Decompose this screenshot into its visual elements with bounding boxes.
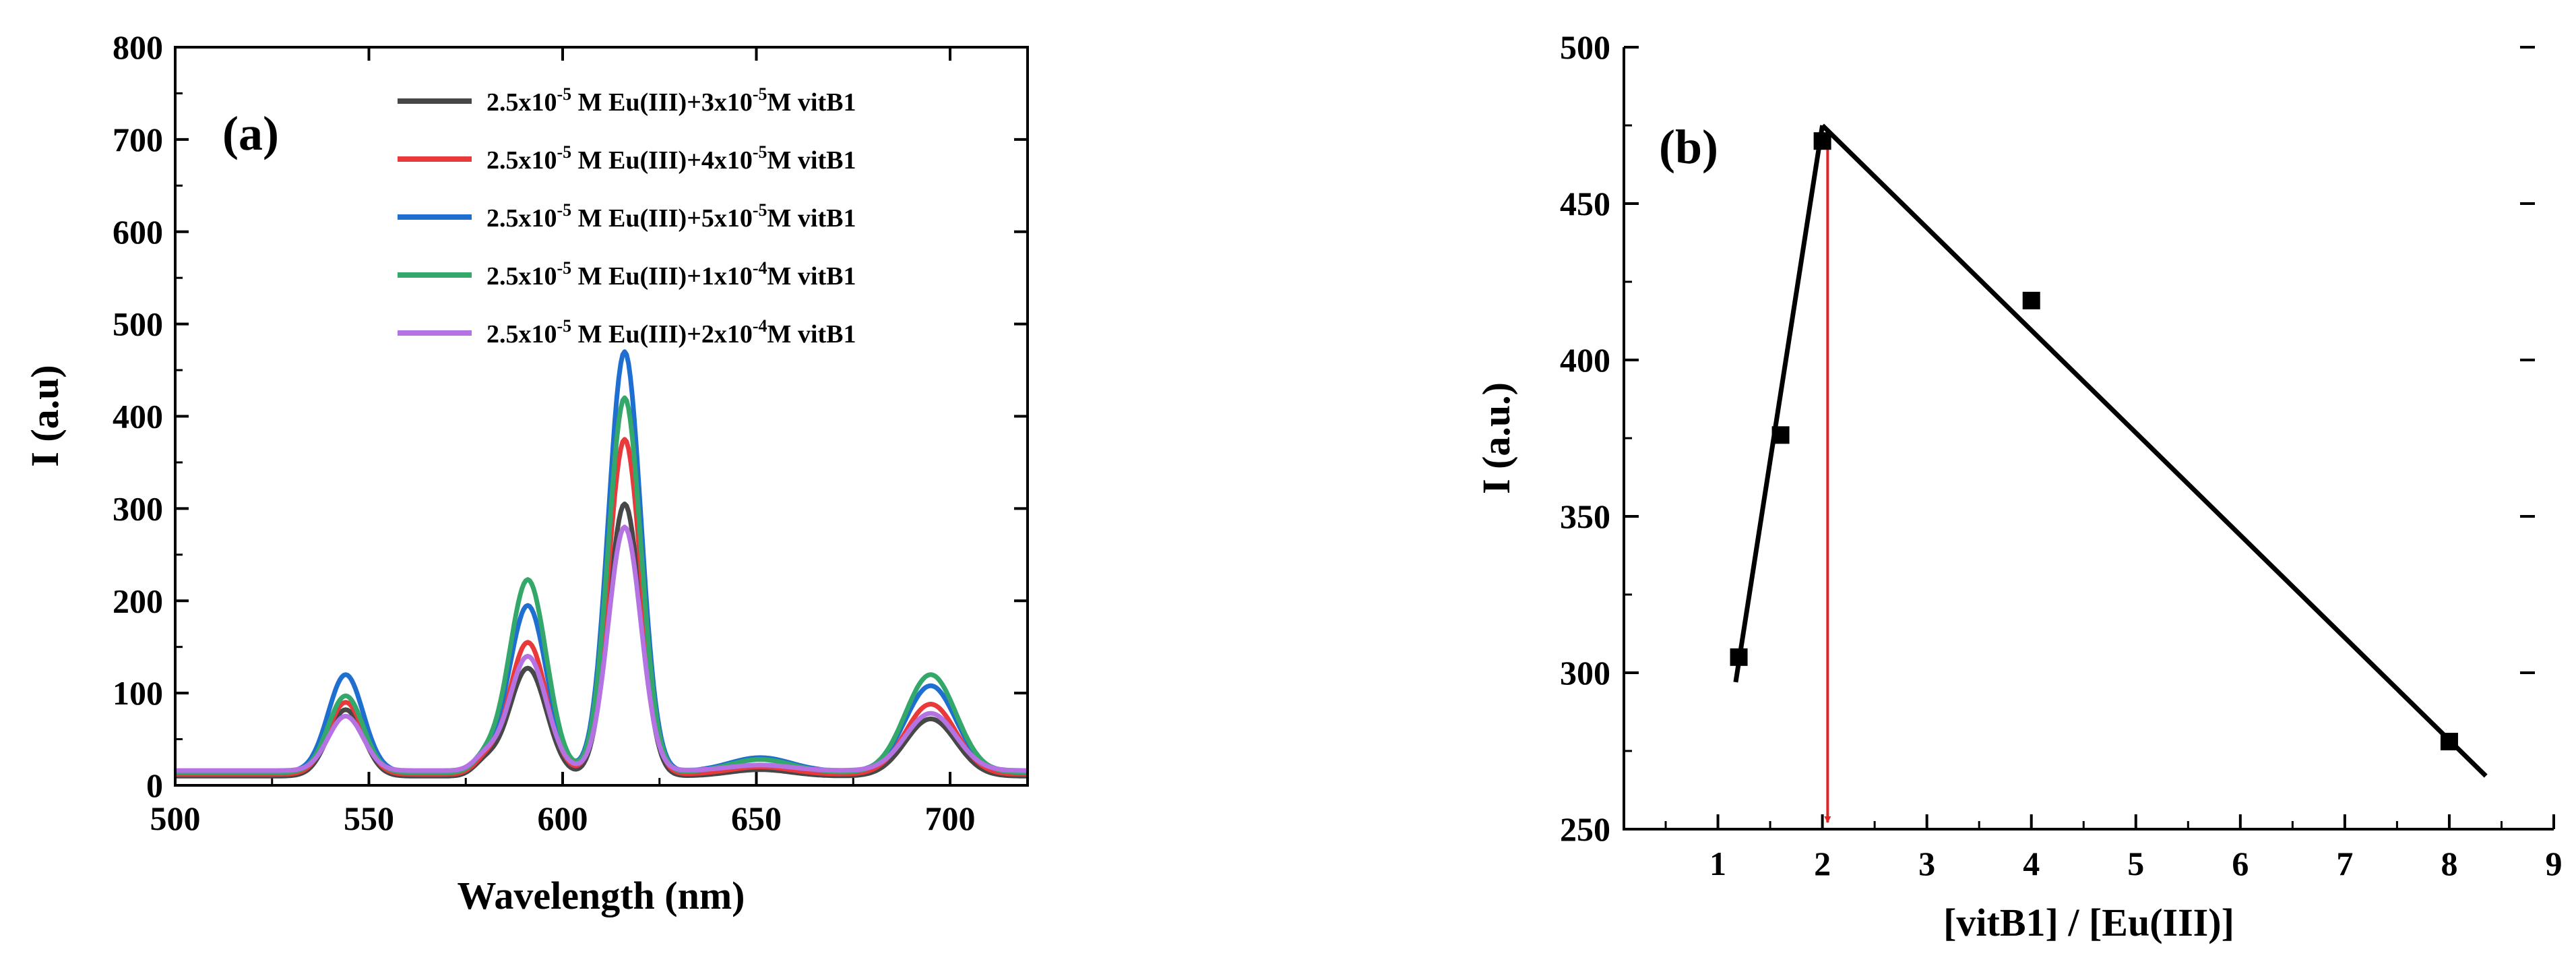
panel-b-x-tick-label: 7 bbox=[2336, 845, 2353, 882]
panel-b-x-tick-label: 2 bbox=[1814, 845, 1831, 882]
panel-b-fit-lines bbox=[1733, 123, 2488, 823]
spectrum-series-4 bbox=[175, 395, 1028, 775]
legend-label-4: 2.5x10-5 M Eu(III)+1x10-4M vitB1 bbox=[486, 258, 856, 291]
panel-b-label: (b) bbox=[1659, 120, 1718, 174]
panel-b-y-tick-label: 400 bbox=[1560, 341, 1610, 379]
panel-a-y-tick-label: 500 bbox=[113, 305, 163, 343]
data-point bbox=[2440, 733, 2458, 751]
panel-a-spectrum-chart: 500 550 600 650 700 0 100 200 300 400 500 600 700 800… bbox=[23, 28, 1029, 917]
panel-a-frame bbox=[174, 46, 1029, 787]
legend-label-part: M vitB1 bbox=[767, 88, 856, 117]
legend-label-part: -4 bbox=[753, 316, 767, 336]
panel-b-y-tick-label: 450 bbox=[1560, 185, 1610, 222]
legend-label-1: 2.5x10-5 M Eu(III)+3x10-5M vitB1 bbox=[486, 84, 856, 117]
legend-label-part: -5 bbox=[557, 84, 572, 104]
panel-a-legend: 2.5x10-5 M Eu(III)+3x10-5M vitB12.5x10-5… bbox=[398, 84, 856, 349]
panel-b-x-axis-title: [vitB1] / [Eu(III)] bbox=[1943, 901, 2234, 944]
panel-a-y-tick-label: 300 bbox=[113, 489, 163, 527]
legend-label-part: M Eu(III)+4x10 bbox=[571, 146, 753, 175]
spectrum-series-5 bbox=[175, 524, 1028, 773]
panel-b-x-tick-label: 4 bbox=[2023, 845, 2040, 882]
data-point bbox=[1771, 426, 1790, 444]
legend-label-part: M vitB1 bbox=[767, 320, 856, 349]
legend-label-5: 2.5x10-5 M Eu(III)+2x10-4M vitB1 bbox=[486, 316, 856, 349]
fit-line-2 bbox=[1821, 123, 2488, 778]
panel-a-y-tick-label: 0 bbox=[146, 766, 163, 804]
legend-label-part: M Eu(III)+3x10 bbox=[571, 88, 753, 117]
legend-label-part: 2.5x10 bbox=[486, 262, 557, 291]
panel-b-frame bbox=[1623, 47, 2554, 831]
legend-label-part: 2.5x10 bbox=[486, 88, 557, 117]
data-point bbox=[1730, 648, 1748, 666]
panel-b-x-tick-label: 3 bbox=[1918, 845, 1935, 882]
panel-a-x-tick-label: 500 bbox=[150, 799, 201, 837]
legend-label-part: 2.5x10 bbox=[486, 204, 557, 233]
legend-label-part: -4 bbox=[753, 258, 767, 278]
legend-label-part: -5 bbox=[557, 258, 572, 278]
legend-label-part: -5 bbox=[557, 142, 572, 162]
panel-b-x-tick-label: 6 bbox=[2232, 845, 2249, 882]
legend-label-part: M vitB1 bbox=[767, 262, 856, 291]
panel-b-y-tick-label: 500 bbox=[1560, 28, 1610, 66]
panel-a-x-axis-title: Wavelength (nm) bbox=[458, 874, 745, 917]
legend-label-part: -5 bbox=[753, 142, 767, 162]
panel-a-label: (a) bbox=[222, 107, 279, 160]
legend-label-part: M vitB1 bbox=[767, 204, 856, 233]
panel-a-y-axis-title: I (a.u) bbox=[23, 365, 67, 466]
legend-label-part: 2.5x10 bbox=[486, 146, 557, 175]
panel-a-x-tick-label: 550 bbox=[344, 799, 394, 837]
fit-line-1 bbox=[1733, 125, 1825, 683]
legend-label-3: 2.5x10-5 M Eu(III)+5x10-5M vitB1 bbox=[486, 200, 856, 233]
legend-label-part: M Eu(III)+1x10 bbox=[571, 262, 753, 291]
panel-a-y-tick-label: 100 bbox=[113, 674, 163, 712]
legend-label-part: -5 bbox=[753, 84, 767, 104]
panel-a-x-tick-label: 600 bbox=[538, 799, 588, 837]
legend-label-part: 2.5x10 bbox=[486, 320, 557, 349]
panel-a-y-tick-label: 700 bbox=[113, 121, 163, 158]
data-point bbox=[1813, 132, 1831, 150]
panel-a-x-tick-label: 700 bbox=[925, 799, 976, 837]
panel-b-ratio-chart: 1 2 3 4 5 6 7 8 9 250 300 350 400 450 500 (b) [vitB1] … bbox=[1474, 28, 2563, 944]
panel-a-y-tick-label: 800 bbox=[113, 28, 163, 66]
data-point bbox=[2022, 291, 2040, 309]
panel-a-y-tick-label: 600 bbox=[113, 213, 163, 251]
legend-label-part: M vitB1 bbox=[767, 146, 856, 175]
panel-b-x-tick-label: 5 bbox=[2127, 845, 2144, 882]
panel-a-x-tick-label: 650 bbox=[731, 799, 782, 837]
legend-label-part: -5 bbox=[557, 200, 572, 220]
legend-label-2: 2.5x10-5 M Eu(III)+4x10-5M vitB1 bbox=[486, 142, 856, 175]
panel-b-ticks bbox=[1624, 46, 2555, 831]
panel-b-x-tick-label: 9 bbox=[2546, 845, 2563, 882]
legend-label-part: -5 bbox=[753, 200, 767, 220]
panel-b-y-tick-label: 300 bbox=[1560, 654, 1610, 692]
panel-b-points bbox=[1730, 132, 2458, 751]
spectrum-series-3 bbox=[175, 349, 1028, 774]
panel-a-y-tick-label: 400 bbox=[113, 398, 163, 435]
panel-a-series-group bbox=[175, 349, 1028, 779]
panel-b-x-tick-label: 8 bbox=[2441, 845, 2457, 882]
panel-b-x-tick-label: 1 bbox=[1709, 845, 1726, 882]
panel-a-y-tick-label: 200 bbox=[113, 582, 163, 620]
panel-b-y-tick-label: 250 bbox=[1560, 810, 1610, 848]
legend-label-part: -5 bbox=[557, 316, 572, 336]
panel-a-tick-labels: 500 550 600 650 700 0 100 200 300 400 500 600 700 800 bbox=[113, 28, 976, 837]
panel-b-y-tick-label: 350 bbox=[1560, 497, 1610, 535]
legend-label-part: M Eu(III)+5x10 bbox=[571, 204, 753, 233]
panel-b-tick-labels: 1 2 3 4 5 6 7 8 9 250 300 350 400 450 500 bbox=[1560, 28, 2563, 882]
legend-label-part: M Eu(III)+2x10 bbox=[571, 320, 753, 349]
panel-b-y-axis-title: I (a.u.) bbox=[1474, 382, 1518, 494]
